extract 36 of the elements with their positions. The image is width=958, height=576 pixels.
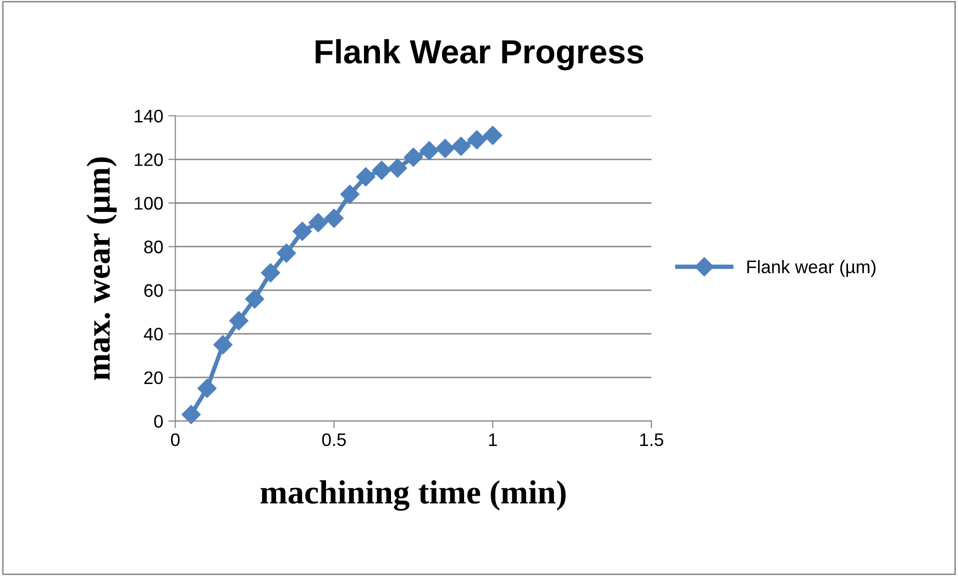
- point: [182, 404, 201, 424]
- point: [372, 160, 392, 180]
- point: [213, 335, 232, 354]
- x-tick-label: 1: [489, 434, 497, 446]
- x-tick-label: 0.5: [322, 433, 346, 446]
- point: [483, 126, 502, 145]
- point: [420, 141, 439, 160]
- y-tick-label: 100: [134, 196, 163, 210]
- point: [436, 138, 455, 158]
- y-tick-label: 140: [134, 110, 163, 122]
- point: [388, 158, 408, 178]
- point: [245, 289, 264, 308]
- y-tick-label: 0: [154, 414, 163, 428]
- y-tick-label: 60: [144, 284, 163, 297]
- point: [308, 213, 328, 232]
- x-tick-label: 0: [171, 433, 180, 446]
- y-tick-label: 120: [134, 153, 163, 166]
- y-axis-title: max. wear (µm): [86, 157, 117, 380]
- x-axis-title: machining time (min): [260, 480, 566, 511]
- point: [356, 167, 376, 186]
- point: [451, 136, 471, 156]
- x-tick-label: 1.5: [640, 434, 664, 446]
- point: [276, 244, 296, 263]
- y-tick-label: 80: [144, 240, 163, 254]
- y-tick-label: 40: [144, 328, 163, 341]
- y-tick-label: 20: [144, 371, 163, 384]
- legend-label: Flank wear (µm): [747, 260, 876, 277]
- point: [340, 184, 360, 204]
- point: [198, 378, 217, 398]
- point: [229, 311, 248, 330]
- point: [467, 130, 486, 150]
- point: [324, 208, 344, 228]
- chart-title: Flank Wear Progress: [316, 39, 644, 70]
- point: [292, 222, 312, 241]
- point: [261, 263, 280, 282]
- point: [404, 148, 423, 167]
